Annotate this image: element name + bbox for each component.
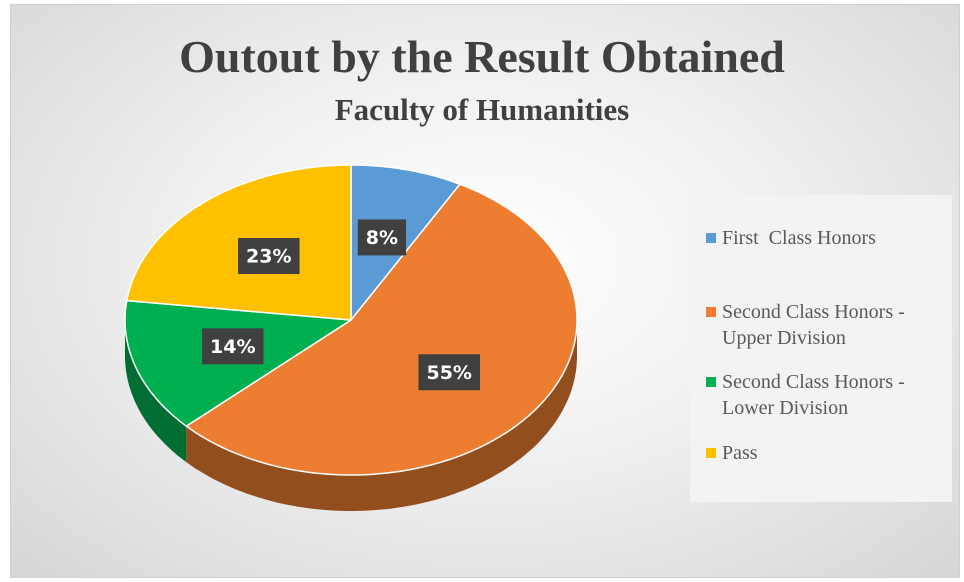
chart-title: Outout by the Result Obtained <box>179 31 785 82</box>
legend-label: Second Class Honors - Lower Division <box>722 371 910 419</box>
data-label: 55% <box>426 362 471 384</box>
legend-swatch <box>706 448 716 458</box>
data-label-group: 14% <box>202 328 264 365</box>
data-label: 23% <box>246 246 291 268</box>
data-label-group: 55% <box>418 354 480 391</box>
data-label-group: 23% <box>238 238 300 275</box>
data-label-group: 8% <box>357 219 407 256</box>
legend-swatch <box>706 307 716 317</box>
legend-label: Pass <box>722 442 758 464</box>
legend-swatch <box>706 377 716 387</box>
legend-label: First Class Honors <box>722 227 876 249</box>
chart-subtitle: Faculty of Humanities <box>334 92 630 127</box>
legend-label: Second Class Honors - Upper Division <box>722 301 910 349</box>
data-label-box <box>418 354 480 391</box>
slice-side <box>186 320 578 511</box>
data-label-box <box>357 219 407 256</box>
slice <box>185 183 578 476</box>
data-label: 8% <box>366 227 398 249</box>
legend-swatch <box>706 233 716 243</box>
slice-side <box>125 320 187 463</box>
data-label-box <box>238 238 300 275</box>
data-label: 14% <box>210 336 255 358</box>
data-label-box <box>202 328 264 365</box>
legend: First Class Honors Second Class Honors - … <box>690 195 952 502</box>
